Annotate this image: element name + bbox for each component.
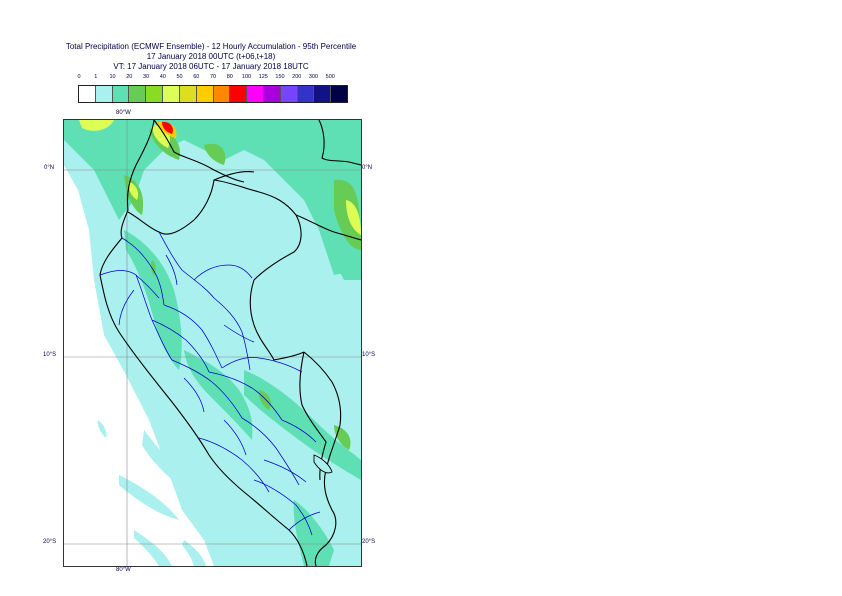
mid-precip-north	[64, 120, 361, 275]
scale-swatch	[263, 86, 281, 102]
scale-threshold-label: 60	[193, 74, 200, 80]
scale-swatch	[247, 86, 264, 102]
color-scale-legend: 0 1 10 20 30 40 50 60 70 80 100 125 150 200 300 500	[77, 74, 350, 103]
scale-threshold-label: 300	[308, 74, 319, 80]
admin-borders	[99, 231, 321, 536]
title-line-3: VT: 17 January 2018 06UTC - 17 January 2…	[113, 62, 309, 71]
offshore-patch-4	[134, 530, 172, 566]
longitude-label-bottom: 80°W	[116, 567, 131, 573]
scale-threshold-label: 0	[77, 74, 81, 80]
light-precip-field	[64, 120, 361, 566]
latitude-label-10-left: 10°S	[43, 352, 57, 358]
offshore-patch-5	[182, 540, 206, 566]
scale-threshold-label: 200	[292, 74, 302, 80]
offshore-patch-3	[119, 475, 179, 520]
yellow-precip-top	[79, 120, 114, 131]
scale-swatch	[230, 86, 248, 102]
scale-swatch	[314, 86, 332, 102]
mid-precip-central	[184, 350, 253, 440]
scale-swatch	[112, 86, 130, 102]
map-svg	[64, 120, 361, 566]
scale-swatch	[163, 86, 180, 102]
lake-titicaca	[313, 454, 333, 474]
scale-swatch	[331, 86, 347, 102]
latitude-label-20-left: 20°S	[43, 539, 57, 545]
scale-swatch	[179, 86, 197, 102]
scale-threshold-label: 70	[209, 74, 217, 80]
scale-threshold-label: 1	[94, 74, 98, 80]
red-precip-spot	[162, 121, 173, 134]
yellow-precip-east	[346, 200, 361, 235]
scale-threshold-label: 100	[241, 74, 252, 80]
mid-precip-andes-north	[124, 230, 182, 370]
yellow-precip-nw	[128, 182, 139, 200]
scale-swatch	[79, 86, 96, 102]
scale-swatch	[129, 86, 147, 102]
scale-swatch	[213, 86, 231, 102]
border-brazil-colombia-east	[295, 214, 361, 241]
border-venezuela-brazil	[318, 120, 361, 166]
scale-threshold-label: 10	[109, 74, 116, 80]
scale-threshold-label: 125	[258, 74, 268, 80]
scale-swatch	[146, 86, 164, 102]
scale-swatch	[297, 86, 315, 102]
coastline	[99, 120, 308, 566]
green-precip-central	[258, 390, 271, 410]
offshore-patch-6	[97, 420, 107, 438]
latitude-label-10-right: 10°S	[362, 352, 376, 358]
scale-threshold-label: 20	[126, 74, 133, 80]
scale-color-bar	[78, 85, 348, 103]
scale-threshold-label: 80	[226, 74, 233, 80]
scale-threshold-label: 30	[142, 74, 150, 80]
latitude-label-0-right: 0°N	[362, 165, 373, 171]
scale-swatch	[95, 86, 113, 102]
scale-threshold-label: 50	[176, 74, 183, 80]
mid-precip-south-east	[244, 370, 361, 480]
scale-threshold-label: 500	[325, 74, 335, 80]
title-line-2: 17 January 2018 00UTC (t+06,t+18)	[146, 52, 276, 61]
scale-threshold-label: 40	[159, 74, 166, 80]
border-peru-colombia-brazil	[213, 179, 305, 361]
latitude-label-20-right: 20°S	[362, 539, 376, 545]
green-precip-ne	[204, 143, 226, 165]
scale-swatch	[280, 86, 298, 102]
chart-title-block: Total Precipitation (ECMWF Ensemble) - 1…	[0, 42, 422, 72]
title-line-1: Total Precipitation (ECMWF Ensemble) - 1…	[65, 42, 357, 51]
precipitation-map	[63, 119, 362, 567]
longitude-label-top: 80°W	[116, 110, 131, 116]
scale-threshold-labels: 0 1 10 20 30 40 50 60 70 80 100 125 150 200 300 500	[77, 74, 350, 83]
scale-swatch	[196, 86, 214, 102]
offshore-patch-2	[146, 435, 204, 505]
green-precip-east-edge	[334, 179, 361, 250]
latitude-label-0-left: 0°N	[44, 165, 55, 171]
offshore-patch-7	[83, 200, 94, 230]
scale-threshold-label: 150	[275, 74, 285, 80]
border-colombia-ecuador	[153, 120, 245, 183]
